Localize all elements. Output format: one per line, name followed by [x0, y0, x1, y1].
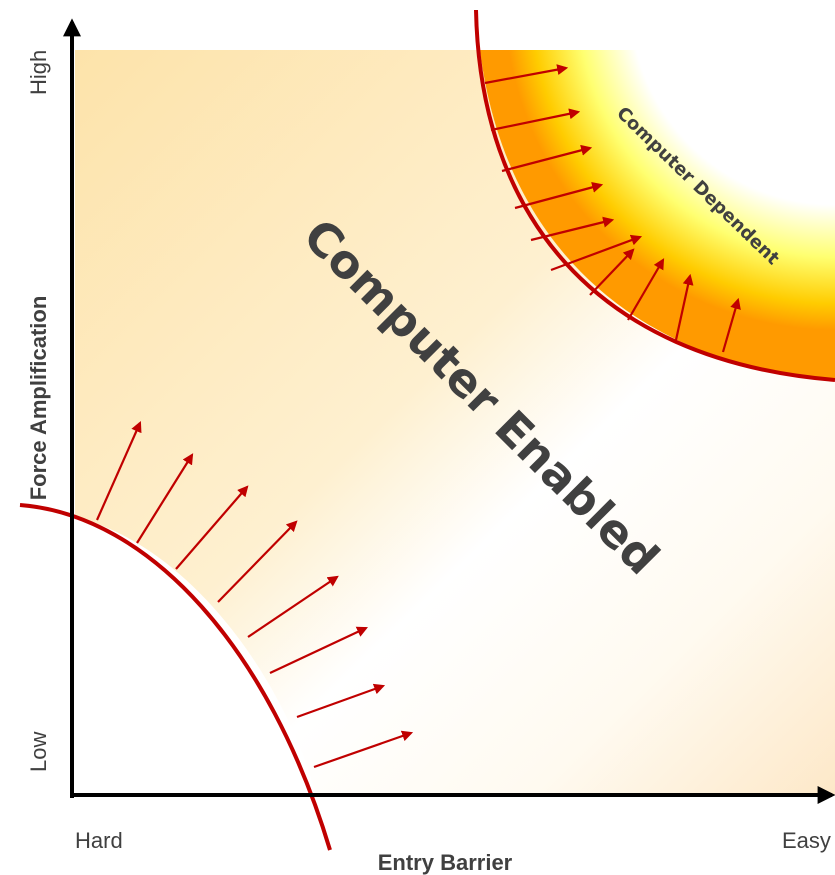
arrow [136, 453, 194, 544]
y-high-label: High [26, 50, 51, 95]
arrow [484, 64, 569, 85]
upper-boundary-curve [474, 9, 835, 382]
computer-dependent-region [480, 50, 835, 380]
upper-curve-arrows [484, 64, 741, 353]
arrow [501, 144, 593, 173]
arrow [217, 520, 298, 603]
arrow [313, 730, 414, 769]
x-high-label: Easy [782, 828, 831, 853]
arrow [550, 234, 643, 272]
arrow [674, 273, 694, 341]
arrow [514, 181, 604, 210]
lower-curve-arrows [95, 420, 414, 769]
y-low-label: Low [26, 732, 51, 772]
arrow [490, 108, 581, 132]
x-axis-title: Entry Barrier [378, 850, 513, 875]
arrow [175, 485, 249, 570]
arrow [627, 258, 665, 321]
arrow [247, 575, 339, 638]
arrow [589, 248, 635, 296]
arrow [296, 683, 386, 719]
arrow [530, 216, 615, 242]
arrow [721, 297, 741, 353]
low-region [75, 517, 316, 795]
y-axis-title: Force Amplification [26, 296, 51, 501]
arrow [95, 420, 142, 521]
x-low-label: Hard [75, 828, 123, 853]
arrow [269, 626, 368, 674]
